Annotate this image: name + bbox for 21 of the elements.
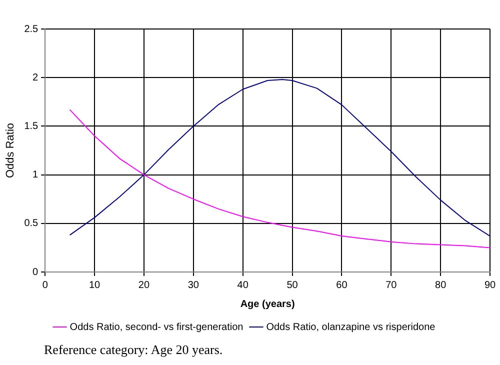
x-tick-label: 30 <box>188 280 200 291</box>
y-tick-label: 2.5 <box>24 24 39 35</box>
y-tick-label: 0.5 <box>24 218 39 230</box>
x-tick-label: 10 <box>88 280 101 291</box>
x-tick-label: 90 <box>484 280 496 291</box>
x-tick-label: 60 <box>336 280 348 291</box>
x-tick-label: 20 <box>138 280 150 291</box>
legend-label: Odds Ratio, olanzapine vs risperidone <box>266 322 436 333</box>
text: Reference category: Age 20 years. <box>44 342 224 358</box>
x-tick-label: 70 <box>386 280 398 291</box>
legend-label: Odds Ratio, second- vs first-generation <box>70 322 244 333</box>
y-tick-label: 1.5 <box>24 120 39 132</box>
x-tick-label: 0 <box>42 280 48 291</box>
x-tick-label: 40 <box>237 280 249 291</box>
x-tick-label: 50 <box>286 280 298 291</box>
x-tick-label: 80 <box>435 280 447 291</box>
x-axis-title: Age (years) <box>240 298 295 310</box>
y-axis-title: Odds Ratio <box>4 122 17 178</box>
y-tick-label: 2 <box>32 72 39 84</box>
y-tick-label: 1 <box>32 170 39 181</box>
y-tick-label: 0 <box>32 266 39 278</box>
